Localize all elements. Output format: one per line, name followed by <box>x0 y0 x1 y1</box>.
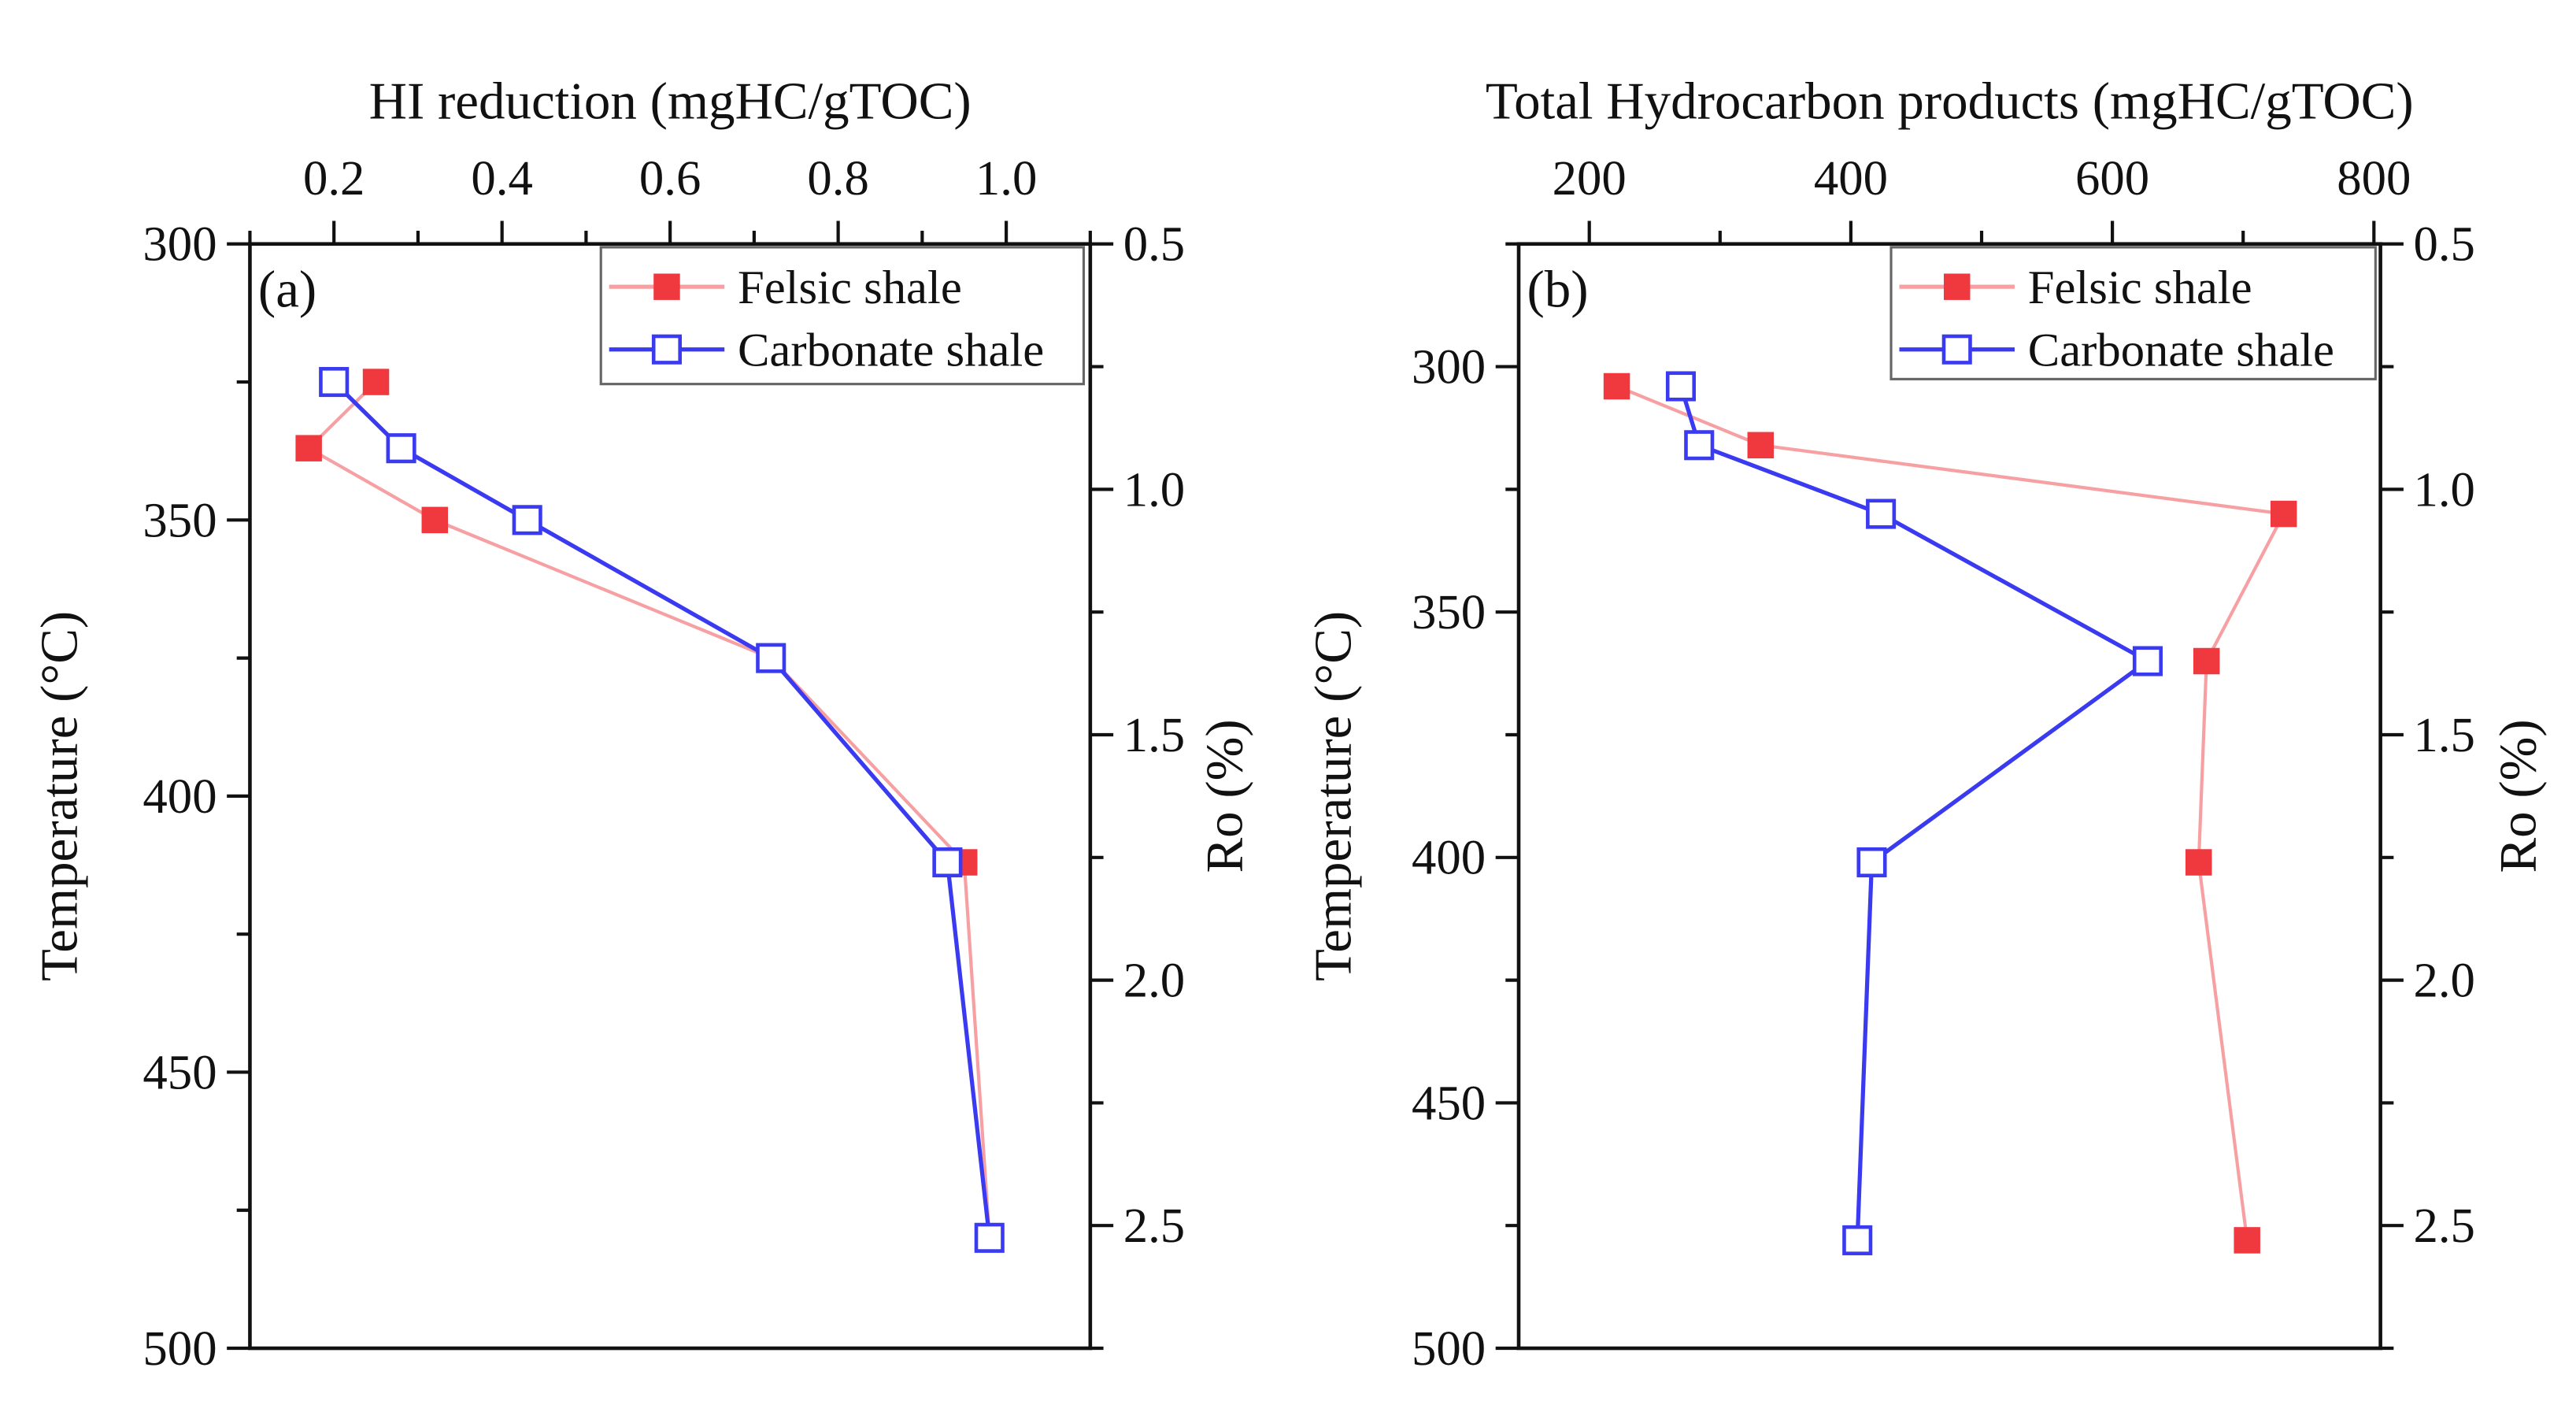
x-tick-label: 800 <box>2337 150 2411 206</box>
legend-label: Carbonate shale <box>2028 324 2334 377</box>
data-point <box>2185 849 2212 876</box>
legend-marker <box>651 334 683 365</box>
y-axis-title: Temperature (°C) <box>31 611 89 981</box>
data-point <box>2193 647 2220 675</box>
legend-item: Carbonate shale <box>609 324 1044 377</box>
data-point <box>932 847 963 878</box>
legend-marker <box>653 273 680 300</box>
series-line <box>1678 385 2152 1241</box>
y2-tick-label: 2.0 <box>2413 953 2474 1008</box>
data-point <box>2132 646 2163 676</box>
y-tick-label: 300 <box>142 217 217 272</box>
panel-b: 200 400 600 800 300 350 400 450 500 0.5 1.0 1.5 2.0 2… <box>1305 72 2548 1376</box>
y-tick-label: 350 <box>1412 584 1486 639</box>
y-tick-label: 400 <box>142 769 217 824</box>
y-tick-label: 350 <box>142 492 217 547</box>
legend-label: Felsic shale <box>2028 261 2252 314</box>
series-line <box>1616 384 2286 1241</box>
legend-label: Felsic shale <box>738 261 962 314</box>
series-felsic-shale <box>295 369 1003 1251</box>
data-point <box>362 369 390 395</box>
y-axis-title: Temperature (°C) <box>1305 611 1363 981</box>
y2-tick-label: 0.5 <box>1123 217 1185 272</box>
x-tick-label: 200 <box>1553 150 1627 206</box>
x-axis-title: Total Hydrocarbon products (mgHC/gTOC) <box>1486 72 2414 131</box>
x-tick-label: 0.8 <box>807 150 868 206</box>
y2-axis-title: Ro (%) <box>2489 719 2547 873</box>
series-felsic-shale <box>1603 372 2297 1254</box>
x-axis-title: HI reduction (mgHC/gTOC) <box>369 72 972 131</box>
data-point <box>319 366 350 398</box>
panel-a: 0.2 0.4 0.6 0.8 1.0 300 350 400 450 500 0.5 1.0 1.5 2… <box>31 72 1254 1376</box>
data-point <box>1665 371 1697 402</box>
data-point <box>1747 432 1775 459</box>
y2-tick-label: 1.5 <box>1123 707 1185 762</box>
x-tick-label: 1.0 <box>975 150 1037 206</box>
data-point <box>1866 499 1897 529</box>
y2-tick-label: 0.5 <box>2413 217 2474 272</box>
y2-tick-label: 1.0 <box>1123 461 1185 517</box>
data-point <box>421 506 449 534</box>
legend-marker <box>1943 273 1971 300</box>
y2-tick-label: 1.0 <box>2413 461 2474 517</box>
y-tick-label: 500 <box>1412 1321 1486 1376</box>
x-tick-label: 0.2 <box>303 150 365 206</box>
data-point <box>386 433 416 464</box>
y2-tick-label: 2.0 <box>1123 953 1185 1008</box>
series-line <box>305 380 991 1238</box>
y2-axis-title: Ro (%) <box>1195 719 1253 873</box>
data-point <box>295 435 322 461</box>
plot-frame <box>248 242 1093 1351</box>
data-point <box>2270 500 2297 528</box>
data-point <box>756 643 786 673</box>
data-point <box>1856 847 1887 878</box>
panel-label: (b) <box>1527 260 1588 318</box>
y-tick-label: 500 <box>142 1321 217 1376</box>
data-point <box>1603 372 1630 400</box>
series-carbonate-shale <box>319 366 1005 1253</box>
data-point <box>974 1222 1005 1253</box>
data-point <box>1842 1225 1873 1255</box>
y2-tick-label: 2.5 <box>2413 1198 2474 1253</box>
x-tick-label: 400 <box>1814 150 1888 206</box>
y-tick-label: 300 <box>1412 339 1486 394</box>
legend-item: Felsic shale <box>609 261 962 314</box>
y-tick-label: 450 <box>1412 1075 1486 1130</box>
x-tick-label: 0.6 <box>639 150 701 206</box>
legend-label: Carbonate shale <box>738 324 1044 377</box>
legend: Felsic shale Carbonate shale <box>1889 246 2377 380</box>
series-carbonate-shale <box>1665 371 2163 1255</box>
y2-tick-label: 1.5 <box>2413 707 2474 762</box>
x-tick-label: 600 <box>2075 150 2149 206</box>
plot-frame <box>1516 242 2382 1351</box>
legend: Felsic shale Carbonate shale <box>599 246 1086 386</box>
x-tick-label: 0.4 <box>471 150 532 206</box>
y2-tick-label: 2.5 <box>1123 1198 1185 1253</box>
data-point <box>1684 430 1715 461</box>
data-point <box>512 505 542 536</box>
panel-label: (a) <box>258 260 316 318</box>
legend-item: Felsic shale <box>1899 261 2252 314</box>
y-tick-label: 450 <box>142 1044 217 1099</box>
y-tick-label: 400 <box>1412 830 1486 885</box>
legend-marker <box>1941 334 1972 365</box>
legend-item: Carbonate shale <box>1899 324 2334 377</box>
data-point <box>2234 1227 2260 1254</box>
